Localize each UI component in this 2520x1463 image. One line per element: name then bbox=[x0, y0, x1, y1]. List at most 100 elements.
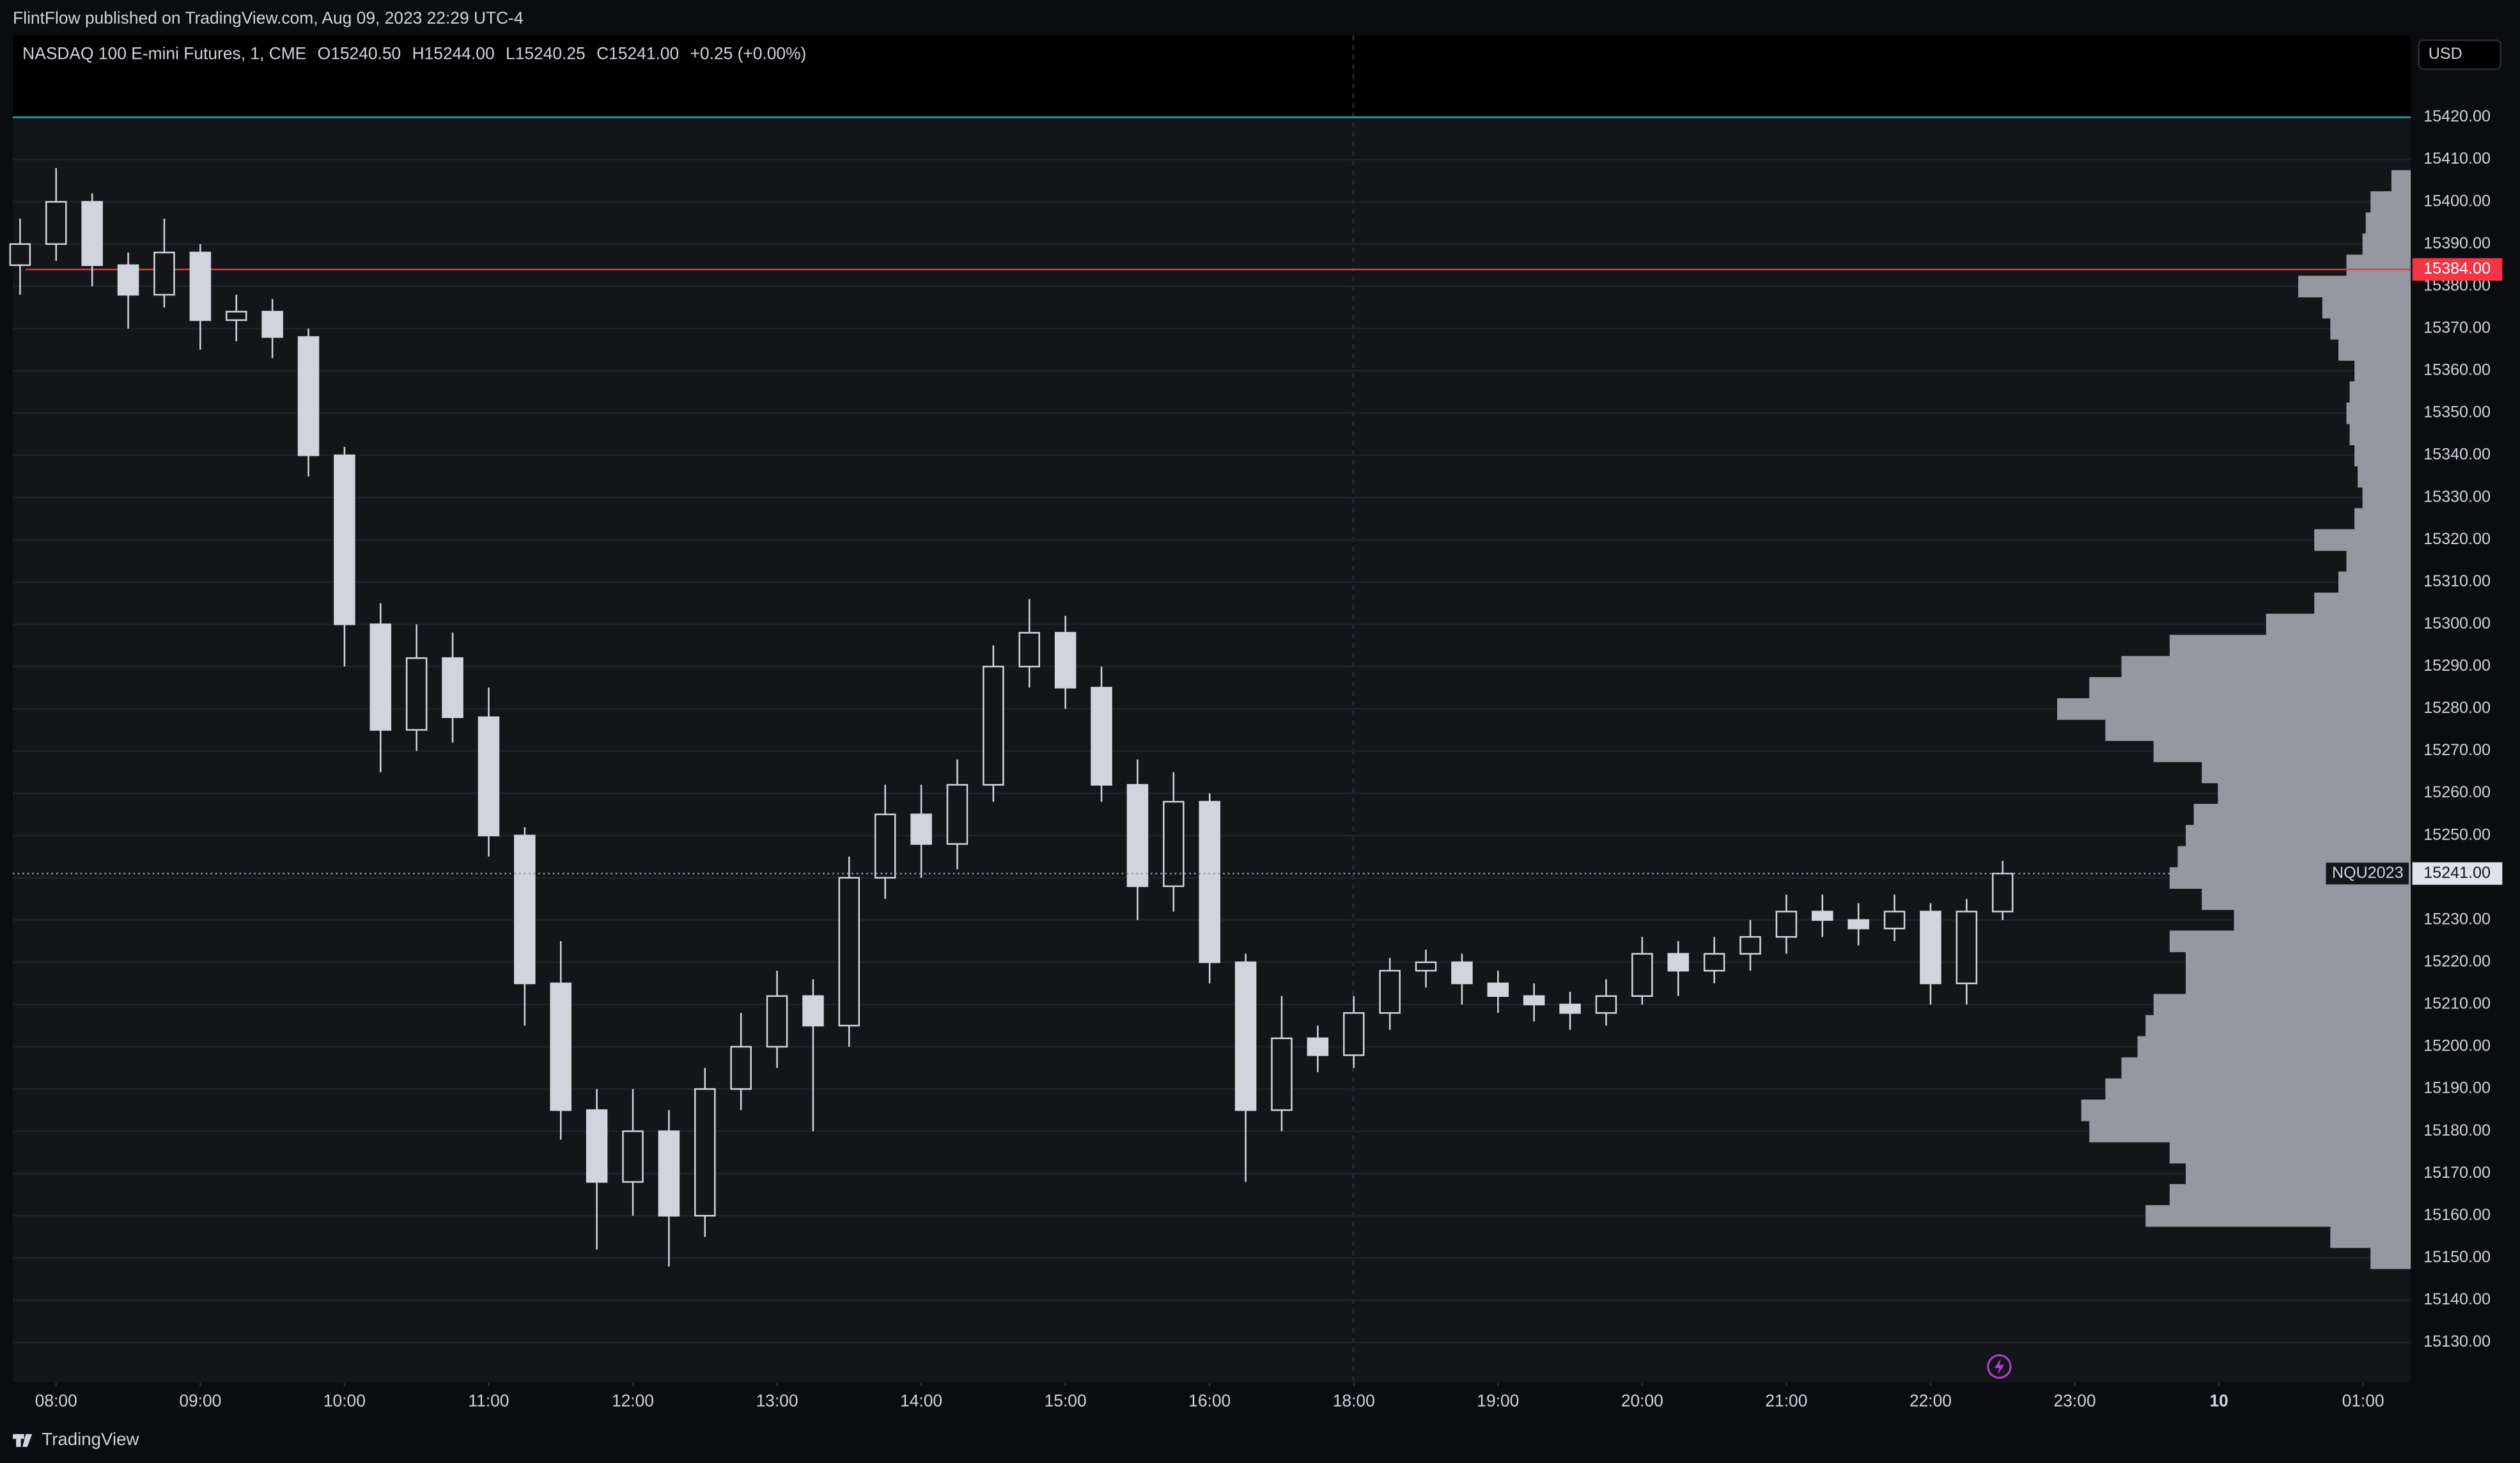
y-tick-label: 15370.00 bbox=[2423, 318, 2491, 336]
candle-body bbox=[1523, 995, 1545, 1006]
candle-body bbox=[1451, 961, 1473, 985]
y-tick-label: 15400.00 bbox=[2423, 192, 2491, 210]
x-tick-label: 19:00 bbox=[1477, 1391, 1519, 1410]
y-tick-label: 15160.00 bbox=[2423, 1206, 2491, 1224]
candle-body bbox=[946, 784, 968, 845]
legend-low: L15240.25 bbox=[506, 43, 586, 63]
x-tick-label: 08:00 bbox=[35, 1391, 77, 1410]
legend-high: H15244.00 bbox=[412, 43, 495, 63]
publisher: FlintFlow published on TradingView.com, … bbox=[13, 8, 524, 27]
volume-profile-bar bbox=[2391, 170, 2411, 192]
volume-profile-bar bbox=[2346, 254, 2411, 277]
x-tick-label: 22:00 bbox=[1909, 1391, 1952, 1410]
volume-profile-bar bbox=[2169, 634, 2411, 657]
candle-body bbox=[730, 1045, 752, 1090]
candle-body bbox=[1018, 632, 1041, 668]
candle-body bbox=[1920, 911, 1941, 985]
candle-body bbox=[369, 623, 392, 731]
candle-body bbox=[1812, 911, 1833, 921]
x-tick-label: 23:00 bbox=[2054, 1391, 2096, 1410]
candle-body bbox=[1271, 1037, 1293, 1111]
y-tick-label: 15410.00 bbox=[2423, 150, 2491, 168]
volume-profile-bar bbox=[2349, 381, 2411, 403]
candle-body bbox=[1631, 953, 1653, 997]
candle-body bbox=[1739, 935, 1761, 955]
x-tick-label: 14:00 bbox=[900, 1391, 942, 1410]
y-tick-label: 15190.00 bbox=[2423, 1079, 2491, 1097]
x-tick-label: 01:00 bbox=[2342, 1391, 2384, 1410]
volume-profile-bar bbox=[2121, 1057, 2411, 1079]
symbol-label-bg bbox=[2325, 861, 2410, 886]
candle-body bbox=[1342, 1012, 1365, 1056]
volume-profile-bar bbox=[2089, 1120, 2411, 1143]
candle-body bbox=[1847, 919, 1869, 930]
volume-profile-bar bbox=[2322, 297, 2411, 319]
candle-body bbox=[838, 877, 860, 1027]
candle-body bbox=[658, 1130, 680, 1217]
y-tick-label: 15170.00 bbox=[2423, 1164, 2491, 1182]
candle-body bbox=[766, 995, 788, 1048]
alert-icon[interactable] bbox=[1987, 1354, 2012, 1379]
x-tick-label: 12:00 bbox=[612, 1391, 654, 1410]
y-tick-label: 15130.00 bbox=[2423, 1333, 2491, 1350]
volume-profile-bar bbox=[2314, 529, 2411, 551]
volume-profile-bar bbox=[2153, 740, 2411, 762]
volume-profile-bar bbox=[2202, 762, 2411, 783]
volume-profile-bar bbox=[2346, 402, 2411, 425]
legend-open: O15240.50 bbox=[318, 43, 401, 63]
candle-body bbox=[9, 243, 31, 266]
volume-profile-bar bbox=[2314, 592, 2411, 614]
volume-profile-bar bbox=[2354, 444, 2411, 467]
y-tick-label: 15420.00 bbox=[2423, 107, 2491, 125]
candle-body bbox=[550, 982, 572, 1111]
price-label-bg bbox=[2412, 258, 2503, 281]
candle-body bbox=[910, 813, 932, 845]
symbol-label: NQU2023 bbox=[2332, 864, 2404, 882]
y-tick-label: 15180.00 bbox=[2423, 1122, 2491, 1139]
candle-body bbox=[802, 995, 824, 1027]
y-tick-label: 15350.00 bbox=[2423, 403, 2491, 421]
candle-body bbox=[153, 251, 175, 296]
y-tick-label: 15140.00 bbox=[2423, 1290, 2491, 1308]
candle-body bbox=[1775, 911, 1798, 938]
candle-body bbox=[1415, 961, 1437, 972]
x-tick-label: 21:00 bbox=[1765, 1391, 1807, 1410]
logo bbox=[13, 1434, 33, 1447]
legend-strip bbox=[13, 35, 2411, 116]
x-tick-label: 18:00 bbox=[1333, 1391, 1375, 1410]
candle-body bbox=[405, 657, 428, 731]
volume-profile-bar bbox=[2330, 1226, 2411, 1248]
candle-body bbox=[622, 1130, 644, 1183]
volume-profile-bar bbox=[2153, 994, 2411, 1016]
volume-profile-bar bbox=[2121, 655, 2411, 678]
y-tick-label: 15200.00 bbox=[2423, 1037, 2491, 1055]
candle-body bbox=[225, 311, 247, 321]
volume-profile-bar bbox=[2234, 909, 2411, 932]
x-tick-label: 15:00 bbox=[1045, 1391, 1087, 1410]
y-tick-label: 15340.00 bbox=[2423, 446, 2491, 464]
candle-body bbox=[1163, 801, 1185, 888]
candle-body bbox=[1307, 1037, 1329, 1056]
y-tick-label: 15260.00 bbox=[2423, 783, 2491, 801]
volume-profile-bar bbox=[2346, 550, 2411, 572]
currency-button[interactable] bbox=[2418, 39, 2502, 70]
candle-body bbox=[1234, 961, 1257, 1111]
legend-change: +0.25 (+0.00%) bbox=[690, 43, 807, 63]
volume-profile-bar bbox=[2362, 487, 2411, 509]
y-tick-label: 15270.00 bbox=[2423, 741, 2491, 759]
last-price-bg bbox=[2412, 862, 2503, 885]
x-tick-label: 09:00 bbox=[179, 1391, 221, 1410]
y-tick-label: 15360.00 bbox=[2423, 361, 2491, 379]
volume-profile-bar bbox=[2105, 1078, 2411, 1100]
candle-body bbox=[442, 657, 463, 718]
candle-body bbox=[514, 834, 536, 985]
y-tick-label: 15220.00 bbox=[2423, 953, 2491, 971]
y-tick-label: 15230.00 bbox=[2423, 910, 2491, 928]
x-tick-label: 10 bbox=[2209, 1391, 2228, 1410]
volume-profile-bar bbox=[2169, 1141, 2411, 1164]
volume-profile-bar bbox=[2330, 318, 2411, 340]
y-tick-label: 15320.00 bbox=[2423, 530, 2491, 548]
candle-body bbox=[1559, 1003, 1581, 1014]
candle-body bbox=[189, 251, 212, 321]
